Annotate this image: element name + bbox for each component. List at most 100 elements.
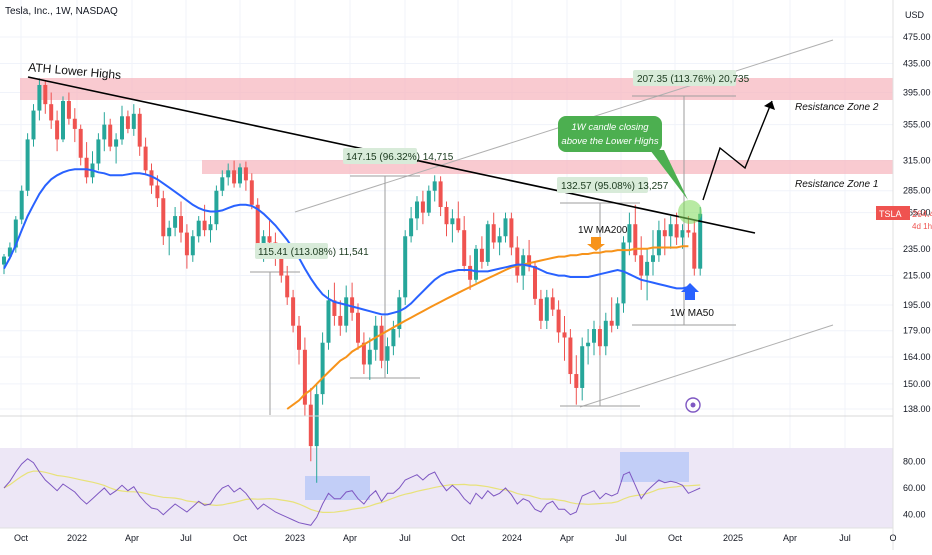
- candle-body: [344, 297, 349, 326]
- candle-body: [597, 329, 602, 347]
- candle-body: [214, 190, 219, 225]
- price-tick-label: 195.00: [903, 300, 931, 310]
- resistance-zone-2-band: [20, 78, 893, 100]
- measure-4-label: 207.35 (113.76%) 20,735: [637, 74, 750, 85]
- candle-body: [503, 218, 508, 237]
- candle-body: [31, 110, 36, 140]
- candle-body: [356, 312, 360, 343]
- time-tick-label: Oct: [668, 533, 683, 543]
- candle-body: [544, 297, 549, 321]
- candle-body: [426, 190, 431, 213]
- time-tick-label: 2025: [723, 533, 743, 543]
- candle-body: [592, 329, 596, 343]
- ma50-arrow-icon: [681, 283, 699, 300]
- candle-body: [149, 170, 154, 186]
- candle-body: [527, 255, 532, 266]
- candle-body: [179, 216, 183, 233]
- candle-body: [155, 185, 160, 199]
- rsi-tick-label: 80.00: [903, 456, 926, 466]
- candle-body: [698, 213, 703, 269]
- time-tick-label: Oct: [233, 533, 248, 543]
- currency-label: USD: [905, 10, 925, 20]
- candle-body: [668, 224, 673, 237]
- price-tick-label: 138.00: [903, 404, 931, 414]
- candle-body: [49, 104, 54, 121]
- time-tick-label: O: [889, 533, 896, 543]
- candle-body: [143, 146, 148, 171]
- measure-1-label: 115.41 (113.08%) 11,541: [258, 247, 369, 258]
- price-tick-label: 475.00: [903, 32, 931, 42]
- candle-body: [627, 224, 632, 243]
- candle-body: [208, 224, 213, 231]
- candle-body: [13, 219, 18, 248]
- measure-3-label: 132.57 (95.08%) 13,257: [561, 181, 669, 192]
- candle-body: [84, 157, 89, 178]
- candle-body: [515, 247, 520, 276]
- price-axis[interactable]: 475.00 435.00 395.00 355.00 315.00 285.00 265.…: [903, 32, 931, 414]
- candle-body: [680, 230, 685, 238]
- candle-body: [586, 342, 591, 347]
- candle-body: [603, 320, 608, 347]
- measure-2-box: [343, 148, 417, 164]
- time-tick-label: 2022: [67, 533, 87, 543]
- time-tick-label: Jul: [180, 533, 192, 543]
- candle-body: [403, 236, 408, 298]
- ma200-line: [286, 245, 689, 410]
- candle-body: [25, 139, 30, 191]
- callout-box: [558, 116, 662, 152]
- price-tick-label: 179.00: [903, 326, 931, 336]
- candle-body: [78, 128, 83, 158]
- price-tick-label: 235.00: [903, 244, 931, 254]
- candle-body: [491, 224, 496, 243]
- candle-body: [167, 227, 172, 237]
- price-tick-label: 215.00: [903, 271, 931, 281]
- callout-line-2: above the Lower Highs: [561, 136, 658, 147]
- candle-body: [125, 116, 130, 129]
- candle-body: [308, 404, 313, 447]
- candle-body: [556, 309, 561, 333]
- candle-body: [7, 247, 12, 257]
- candle-body: [291, 297, 296, 326]
- measure-1-box: [255, 243, 328, 259]
- candle-body: [96, 139, 101, 164]
- candle-body: [692, 232, 697, 269]
- rsi-band: [0, 448, 893, 528]
- candle-body: [391, 329, 396, 347]
- channel-lower-line: [579, 324, 834, 408]
- symbol-tag: [876, 206, 910, 220]
- candle-body: [226, 170, 231, 178]
- candle-body: [474, 248, 478, 280]
- time-tick-label: Jul: [399, 533, 411, 543]
- event-marker-icon[interactable]: [685, 397, 701, 413]
- candle-body: [302, 349, 307, 405]
- candle-body: [462, 230, 467, 266]
- candle-body: [43, 84, 48, 105]
- time-axis[interactable]: Oct 2022 Apr Jul Oct 2023 Apr Jul Oct 2024 Apr Jul O…: [14, 533, 897, 543]
- candle-body: [190, 236, 195, 256]
- candle-body: [456, 218, 461, 231]
- candle-body: [19, 190, 24, 220]
- rsi-axis[interactable]: 80.00 60.00 40.00: [903, 456, 926, 519]
- price-tick-label: 150.00: [903, 379, 931, 389]
- candle-body: [338, 315, 343, 326]
- candle-body: [285, 275, 290, 298]
- time-tick-label: 2023: [285, 533, 305, 543]
- price-tick-label: 355.00: [903, 120, 931, 130]
- event-marker-dot-icon: [690, 402, 696, 408]
- candle-body: [202, 220, 207, 231]
- resistance-zone-1-label: Resistance Zone 1: [795, 179, 878, 190]
- candle-body: [137, 113, 142, 147]
- rsi-tick-label: 40.00: [903, 510, 926, 520]
- candle-body: [114, 139, 119, 147]
- rsi-ma-line: [3, 470, 701, 513]
- candle-body: [609, 320, 614, 326]
- candle-body: [249, 180, 254, 205]
- candle-body: [615, 303, 620, 326]
- projection-arrow: [702, 100, 773, 201]
- candle-body: [497, 236, 502, 243]
- ma200-label: 1W MA200: [578, 225, 628, 236]
- candle-body: [196, 220, 201, 237]
- candle-body: [261, 236, 266, 245]
